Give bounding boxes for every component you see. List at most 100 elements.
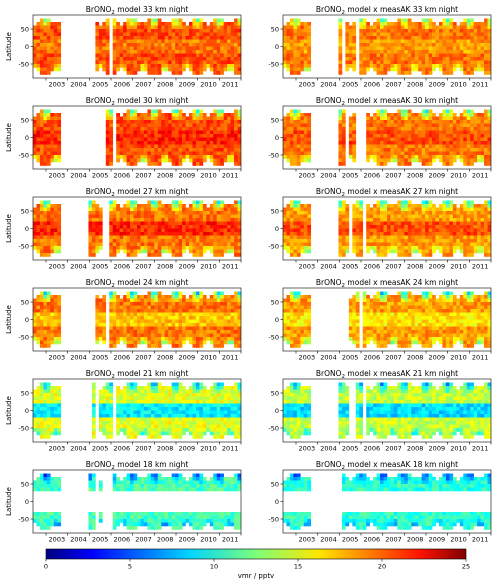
heatmap-cell (130, 319, 134, 324)
heatmap-cell (480, 116, 485, 121)
heatmap-cell (283, 155, 287, 159)
heatmap-cell (161, 211, 166, 215)
heatmap-cell (223, 228, 228, 233)
heatmap-cell (442, 71, 447, 75)
heatmap-cell (418, 116, 422, 121)
heatmap-cell (452, 249, 457, 254)
heatmap-cell (300, 158, 305, 163)
heatmap-cell (400, 242, 405, 247)
heatmap-cell (456, 221, 461, 226)
heatmap-cell (300, 148, 305, 152)
heatmap-cell (307, 221, 312, 226)
heatmap-cell (126, 211, 131, 215)
heatmap-cell (432, 211, 436, 215)
heatmap-cell (470, 43, 474, 47)
heatmap-cell (161, 207, 166, 212)
heatmap-cell (220, 116, 224, 121)
heatmap-cell (425, 232, 429, 236)
heatmap-cell (119, 312, 124, 317)
heatmap-cell (352, 232, 357, 236)
heatmap-cell (439, 134, 443, 138)
heatmap-cell (202, 246, 207, 250)
heatmap-cell (338, 53, 343, 58)
heatmap-cell (487, 200, 491, 205)
heatmap-cell (234, 22, 238, 26)
heatmap-cell (390, 148, 395, 152)
heatmap-cell (182, 239, 186, 243)
heatmap-cell (140, 214, 145, 219)
heatmap-cell (157, 291, 162, 296)
heatmap-cell (442, 214, 447, 219)
heatmap-cell (102, 312, 107, 317)
heatmap-cell (143, 43, 148, 47)
heatmap-cell (43, 57, 48, 61)
heatmap-cell (387, 144, 391, 149)
heatmap-cell (352, 120, 357, 124)
heatmap-cell (143, 316, 148, 320)
heatmap-cell (147, 242, 152, 247)
heatmap-cell (154, 64, 159, 68)
heatmap-cell (366, 134, 370, 138)
heatmap-cell (383, 144, 388, 149)
heatmap-cell (452, 57, 457, 61)
heatmap-cell (432, 148, 436, 152)
x-tick-label: 2005 (342, 263, 359, 271)
heatmap-cell (220, 50, 224, 54)
heatmap-cell (452, 211, 457, 215)
heatmap-cell (307, 204, 312, 208)
heatmap-cell (425, 158, 429, 163)
heatmap-cell (296, 253, 301, 257)
heatmap-cell (435, 218, 440, 222)
heatmap-cell (421, 109, 426, 114)
heatmap-cell (352, 249, 357, 254)
heatmap-cell (404, 109, 409, 114)
heatmap-cell (36, 218, 41, 222)
heatmap-cell (459, 134, 464, 138)
heatmap-cell (397, 242, 402, 247)
heatmap-cell (150, 326, 155, 331)
heatmap-cell (126, 151, 131, 156)
heatmap-cell (283, 218, 287, 222)
heatmap-cell (473, 141, 478, 145)
heatmap-cell (150, 162, 155, 166)
heatmap-cell (143, 305, 148, 310)
heatmap-cell (195, 25, 200, 30)
heatmap-cell (470, 228, 474, 233)
heatmap-cell (352, 36, 357, 40)
heatmap-cell (286, 116, 291, 121)
heatmap-cell (470, 127, 474, 131)
heatmap-cell (397, 60, 402, 65)
heatmap-cell (459, 242, 464, 247)
heatmap-cell (102, 46, 107, 51)
heatmap-cell (341, 137, 346, 142)
heatmap-cell (130, 116, 134, 121)
heatmap-cell (373, 123, 377, 128)
heatmap-cell (404, 155, 409, 159)
heatmap-cell (411, 158, 416, 163)
heatmap-cell (161, 295, 166, 299)
heatmap-cell (161, 46, 166, 51)
heatmap-cell (137, 148, 141, 152)
heatmap-cell (445, 25, 450, 30)
heatmap-cell (286, 36, 291, 40)
heatmap-cell (397, 43, 402, 47)
heatmap-cell (33, 60, 37, 65)
panel-30km-model_x_measAK: BrONO2 model x measAK 30 km night500-502… (268, 96, 492, 180)
heatmap-cell (428, 137, 433, 142)
heatmap-cell (237, 148, 241, 152)
heatmap-cell (140, 330, 145, 334)
heatmap-cell (36, 39, 41, 44)
heatmap-cell (390, 32, 395, 37)
heatmap-cell (470, 39, 474, 44)
heatmap-cell (39, 249, 44, 254)
heatmap-cell (428, 141, 433, 145)
heatmap-cell (143, 239, 148, 243)
heatmap-cell (449, 29, 454, 33)
heatmap-cell (223, 22, 228, 26)
heatmap-cell (216, 18, 221, 23)
heatmap-cell (171, 141, 176, 145)
heatmap-cell (109, 333, 114, 338)
heatmap-cell (50, 141, 55, 145)
heatmap-cell (442, 232, 447, 236)
heatmap-cell (432, 214, 436, 219)
